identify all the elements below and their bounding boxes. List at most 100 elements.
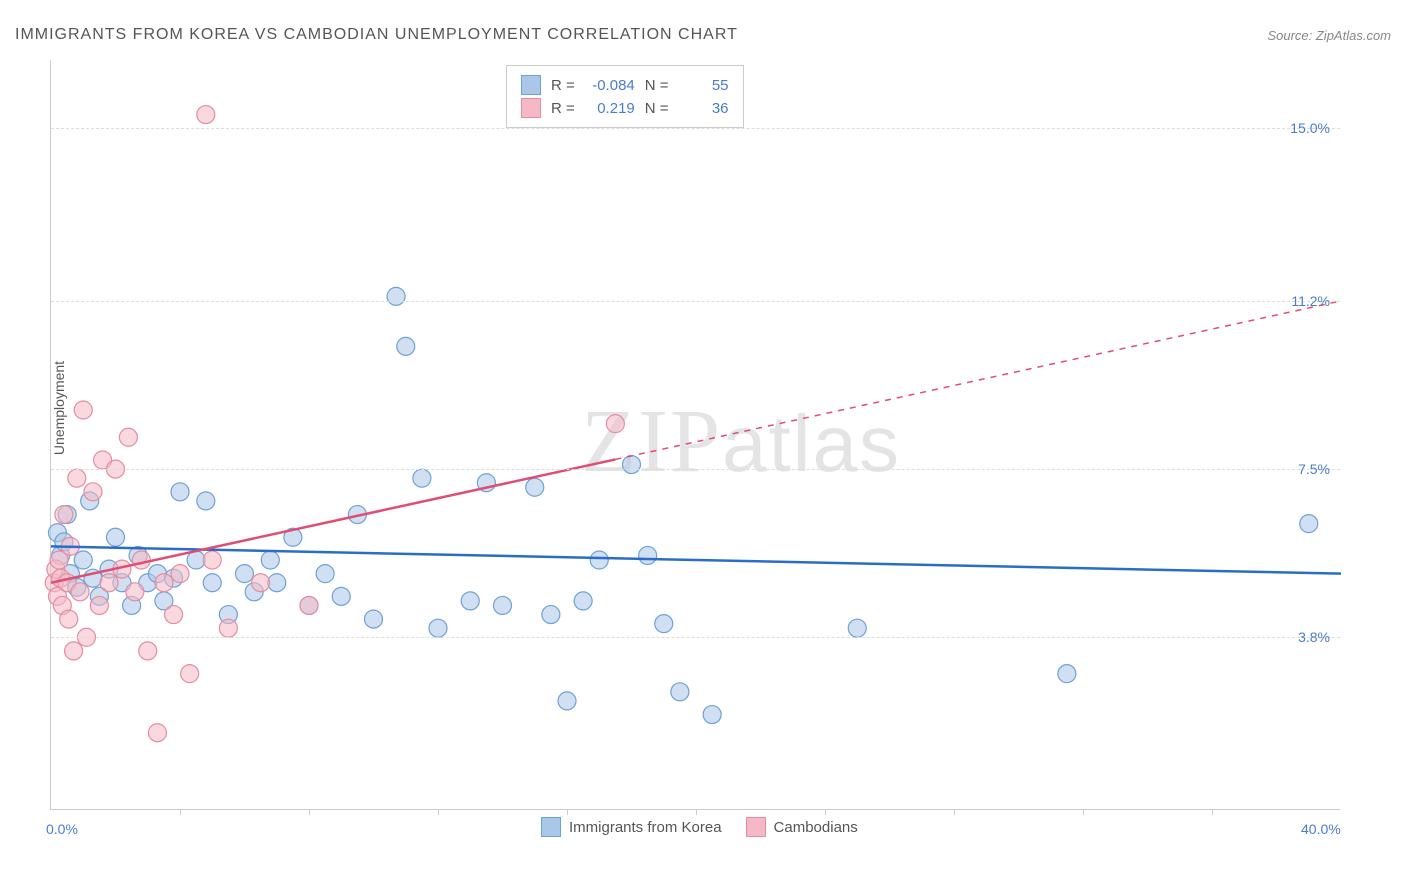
stats-row-series1: R = -0.084 N = 55: [521, 75, 729, 95]
stats-r-value-1: -0.084: [585, 77, 635, 94]
stats-n-label: N =: [645, 77, 669, 94]
y-tick-label: 7.5%: [1298, 461, 1330, 477]
scatter-point: [171, 565, 189, 583]
scatter-point: [703, 706, 721, 724]
x-tick: [180, 809, 181, 815]
scatter-point: [365, 610, 383, 628]
legend-label-1: Immigrants from Korea: [569, 819, 722, 836]
x-tick: [1212, 809, 1213, 815]
scatter-point: [100, 574, 118, 592]
scatter-point: [187, 551, 205, 569]
legend-label-2: Cambodians: [774, 819, 858, 836]
scatter-point: [526, 478, 544, 496]
stats-r-label: R =: [551, 77, 575, 94]
y-tick-label: 11.2%: [1291, 293, 1330, 309]
scatter-point: [332, 587, 350, 605]
scatter-point: [268, 574, 286, 592]
scatter-point: [261, 551, 279, 569]
scatter-point: [148, 724, 166, 742]
gridline: [51, 637, 1340, 638]
stats-n-value-1: 55: [679, 77, 729, 94]
scatter-point: [60, 610, 78, 628]
scatter-point: [107, 528, 125, 546]
scatter-point: [671, 683, 689, 701]
scatter-point: [574, 592, 592, 610]
scatter-point: [316, 565, 334, 583]
chart-title: IMMIGRANTS FROM KOREA VS CAMBODIAN UNEMP…: [15, 26, 738, 44]
scatter-point: [606, 415, 624, 433]
swatch-series1: [521, 75, 541, 95]
scatter-point: [203, 574, 221, 592]
scatter-point: [413, 469, 431, 487]
scatter-point: [1300, 515, 1318, 533]
scatter-point: [639, 546, 657, 564]
scatter-point: [171, 483, 189, 501]
scatter-point: [74, 401, 92, 419]
stats-box: R = -0.084 N = 55 R = 0.219 N = 36: [506, 65, 744, 128]
scatter-point: [197, 492, 215, 510]
scatter-point: [494, 596, 512, 614]
scatter-point: [84, 483, 102, 501]
scatter-point: [848, 619, 866, 637]
scatter-point: [558, 692, 576, 710]
x-tick: [438, 809, 439, 815]
scatter-point: [71, 583, 89, 601]
gridline: [51, 128, 1340, 129]
scatter-point: [300, 596, 318, 614]
scatter-point: [252, 574, 270, 592]
x-tick-label: 0.0%: [46, 821, 78, 837]
x-tick: [954, 809, 955, 815]
x-tick-label: 40.0%: [1301, 821, 1341, 837]
scatter-point: [429, 619, 447, 637]
scatter-point: [623, 456, 641, 474]
scatter-point: [119, 428, 137, 446]
scatter-point: [1058, 665, 1076, 683]
source-attribution: Source: ZipAtlas.com: [1267, 28, 1391, 43]
legend-item-2: Cambodians: [746, 817, 858, 837]
stats-n-value-2: 36: [679, 100, 729, 117]
stats-n-label-2: N =: [645, 100, 669, 117]
stats-r-label-2: R =: [551, 100, 575, 117]
scatter-point: [90, 596, 108, 614]
scatter-point: [55, 506, 73, 524]
scatter-point: [139, 642, 157, 660]
stats-row-series2: R = 0.219 N = 36: [521, 98, 729, 118]
stats-r-value-2: 0.219: [585, 100, 635, 117]
x-tick: [696, 809, 697, 815]
scatter-point: [65, 642, 83, 660]
scatter-point: [655, 615, 673, 633]
scatter-point: [68, 469, 86, 487]
scatter-point: [236, 565, 254, 583]
swatch-series2: [521, 98, 541, 118]
legend-swatch-2: [746, 817, 766, 837]
scatter-point: [132, 551, 150, 569]
scatter-point: [155, 574, 173, 592]
gridline: [51, 301, 1340, 302]
title-bar: IMMIGRANTS FROM KOREA VS CAMBODIAN UNEMP…: [15, 20, 1391, 50]
x-tick: [825, 809, 826, 815]
scatter-point: [203, 551, 221, 569]
bottom-legend: Immigrants from Korea Cambodians: [541, 817, 858, 837]
scatter-point: [397, 337, 415, 355]
plot-area: ZIPatlas R = -0.084 N = 55 R = 0.219 N =…: [50, 60, 1340, 810]
gridline: [51, 469, 1340, 470]
x-tick: [1083, 809, 1084, 815]
scatter-point: [219, 619, 237, 637]
scatter-point: [126, 583, 144, 601]
trend-line-dashed: [615, 301, 1341, 460]
scatter-point: [461, 592, 479, 610]
x-tick: [309, 809, 310, 815]
trend-line: [51, 459, 615, 582]
legend-swatch-1: [541, 817, 561, 837]
scatter-point: [74, 551, 92, 569]
x-tick: [567, 809, 568, 815]
scatter-point: [197, 106, 215, 124]
legend-item-1: Immigrants from Korea: [541, 817, 722, 837]
scatter-point: [181, 665, 199, 683]
y-tick-label: 15.0%: [1290, 120, 1330, 136]
scatter-point: [165, 606, 183, 624]
scatter-point: [542, 606, 560, 624]
plot-svg: [51, 60, 1340, 809]
y-tick-label: 3.8%: [1298, 629, 1330, 645]
scatter-point: [590, 551, 608, 569]
